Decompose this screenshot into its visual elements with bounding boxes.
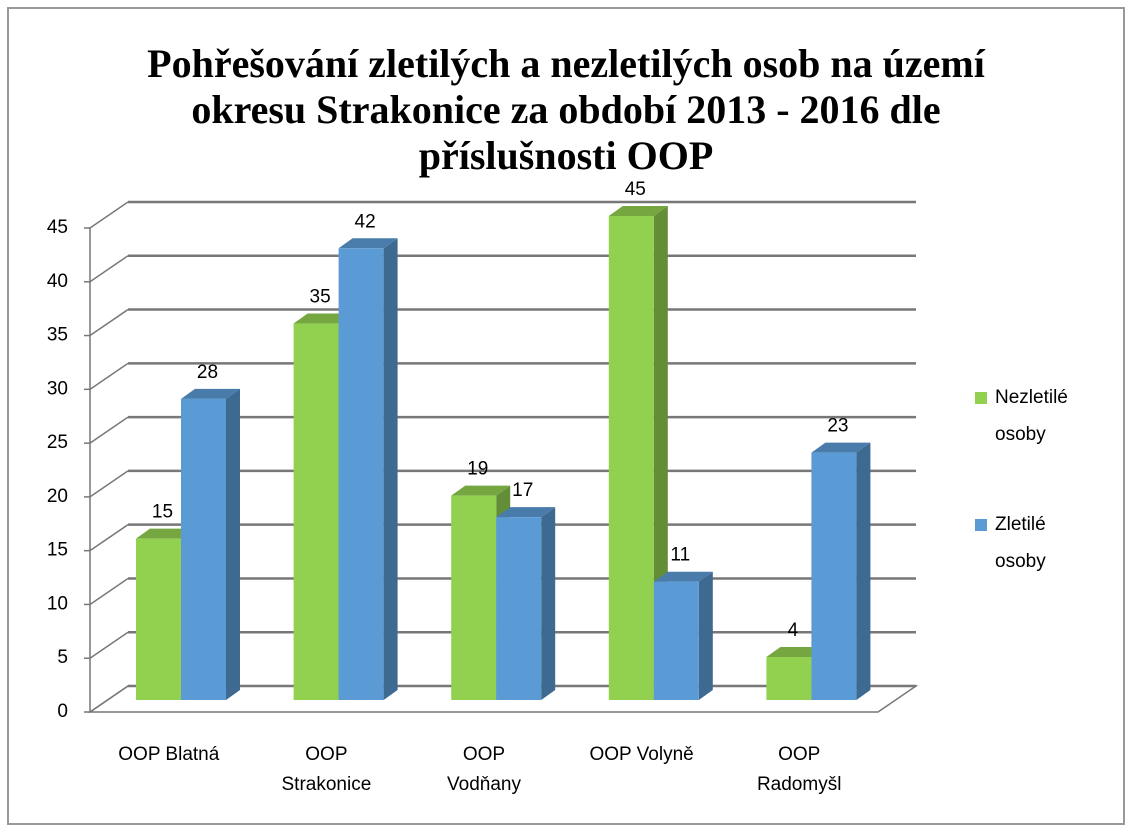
data-label: 28 (197, 362, 218, 383)
bar-front (811, 452, 857, 700)
x-tick-label: OOP Strakonice (282, 744, 372, 795)
bar-front (338, 248, 384, 700)
legend-label: Zletilé osoby (995, 514, 1046, 572)
bar (811, 442, 871, 700)
y-tick-label: 25 (47, 432, 68, 453)
y-tick-label: 0 (57, 701, 68, 722)
bar-front (451, 495, 497, 700)
data-label: 15 (152, 502, 173, 523)
bar-top (451, 485, 511, 496)
bar-top (811, 442, 871, 453)
grid-line-side (89, 201, 129, 229)
grid-line-side (89, 524, 129, 552)
bar-side (541, 507, 556, 700)
data-label: 19 (467, 459, 488, 480)
data-label: 23 (827, 416, 848, 437)
bar-front (766, 656, 812, 700)
data-label: 11 (670, 545, 690, 566)
x-tick-label: OOP Vodňany (447, 744, 521, 795)
grid-line-side (89, 308, 129, 337)
grid-line-side (89, 470, 129, 498)
bar (338, 238, 398, 700)
bar-front (653, 581, 699, 700)
bar-front (293, 323, 339, 700)
y-tick-label: 5 (57, 647, 68, 668)
data-label: 45 (625, 179, 646, 200)
bar-top (653, 571, 713, 582)
grid-line-side (89, 416, 129, 444)
y-tick-label: 20 (47, 486, 68, 507)
bar-top (496, 507, 556, 518)
bar-top (608, 206, 668, 216)
x-tick-label: OOP Radomyšl (757, 744, 841, 795)
bar-front (136, 538, 181, 700)
bar-side (383, 238, 398, 700)
legend-swatch (975, 519, 987, 531)
grid-line-side (89, 631, 129, 659)
data-label: 35 (310, 287, 331, 308)
grid-line-side (89, 362, 129, 390)
bar-front (181, 398, 226, 700)
bar-front (496, 517, 542, 700)
data-label: 17 (512, 480, 533, 501)
bar-top (766, 646, 826, 657)
y-tick-label: 10 (47, 593, 68, 614)
bar (181, 388, 240, 700)
data-label: 42 (355, 211, 376, 232)
bar-side (856, 442, 871, 700)
bar-front (608, 216, 654, 700)
bar-side (698, 571, 713, 700)
data-label: 4 (788, 620, 799, 641)
y-tick-label: 35 (47, 325, 68, 346)
legend-label: Nezletilé osoby (995, 387, 1068, 445)
bar-side (226, 388, 240, 700)
bar-top (181, 388, 240, 399)
legend-swatch (975, 392, 987, 404)
bar (653, 571, 713, 700)
bar-top (338, 238, 398, 249)
x-tick-label: OOP Volyně (589, 744, 693, 765)
y-tick-label: 40 (47, 271, 68, 292)
grid-line-side (89, 685, 129, 713)
bar-top (293, 313, 353, 324)
y-tick-label: 45 (47, 217, 68, 238)
bar-top (136, 528, 195, 539)
x-tick-label: OOP Blatná (118, 744, 219, 765)
grid-line-side (89, 255, 129, 283)
y-tick-label: 15 (47, 540, 68, 561)
y-tick-label: 30 (47, 378, 68, 399)
chart-title: Pohřešování zletilých a nezletilých osob… (147, 41, 986, 178)
grid-line-side (89, 577, 129, 606)
bar (496, 507, 556, 700)
